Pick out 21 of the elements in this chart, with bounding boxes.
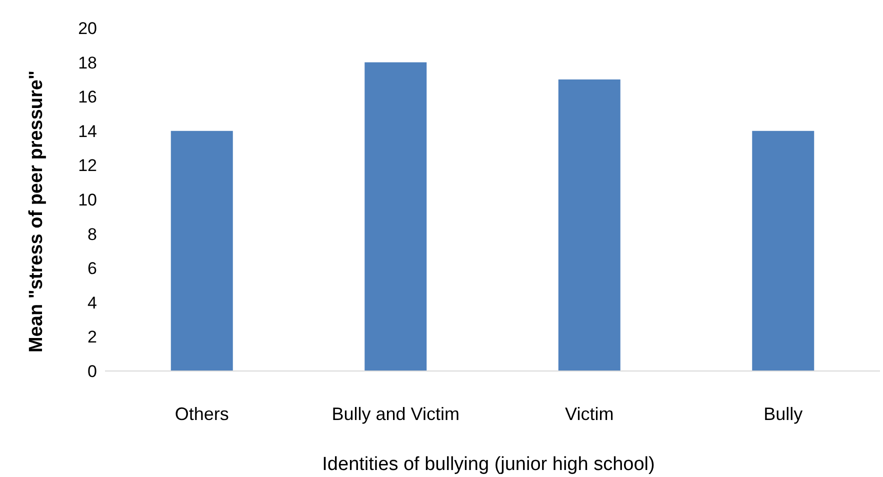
bar bbox=[170, 130, 233, 371]
bar bbox=[752, 130, 814, 371]
y-tick-label: 18 bbox=[78, 53, 97, 72]
y-tick-label: 2 bbox=[88, 328, 97, 347]
x-tick-label: Victim bbox=[565, 404, 614, 424]
x-tick-label: Others bbox=[174, 404, 229, 424]
bar bbox=[558, 79, 620, 371]
bar bbox=[364, 62, 427, 371]
y-axis-title: Mean "stress of peer pressure" bbox=[26, 70, 47, 353]
y-tick-label: 4 bbox=[88, 293, 97, 312]
x-tick-label: Bully and Victim bbox=[332, 404, 460, 424]
x-axis-title: Identities of bullying (junior high school) bbox=[322, 454, 655, 475]
y-tick-label: 20 bbox=[78, 18, 97, 38]
y-tick-label: 0 bbox=[88, 362, 97, 381]
y-tick-label: 12 bbox=[78, 156, 97, 176]
x-tick-label: Bully bbox=[764, 404, 803, 424]
y-tick-label: 8 bbox=[88, 224, 97, 244]
y-tick-label: 14 bbox=[78, 122, 97, 141]
y-tick-label: 6 bbox=[88, 259, 97, 278]
y-tick-label: 16 bbox=[78, 88, 97, 107]
y-tick-label: 10 bbox=[78, 190, 97, 210]
